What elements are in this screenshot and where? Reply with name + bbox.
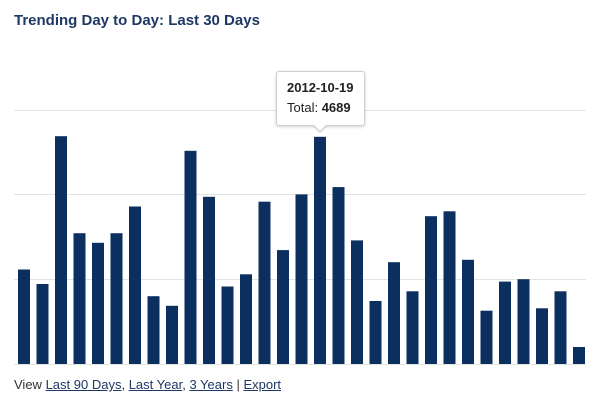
bar[interactable] bbox=[55, 136, 67, 364]
bar[interactable] bbox=[536, 308, 548, 364]
bar[interactable] bbox=[277, 250, 289, 364]
footer-nav: View Last 90 Days, Last Year, 3 Years | … bbox=[14, 377, 281, 392]
bar[interactable] bbox=[388, 262, 400, 364]
bar[interactable] bbox=[203, 196, 215, 364]
bar[interactable] bbox=[240, 274, 252, 364]
comma-separator: , bbox=[121, 377, 126, 392]
bar[interactable] bbox=[110, 233, 123, 364]
link-last-90-days[interactable]: Last 90 Days bbox=[45, 377, 122, 392]
bar[interactable] bbox=[425, 216, 437, 364]
pipe-separator: | bbox=[236, 377, 240, 392]
link-3-years[interactable]: 3 Years bbox=[189, 377, 233, 392]
bar[interactable] bbox=[406, 291, 419, 364]
bar[interactable] bbox=[462, 259, 474, 364]
comma-separator: , bbox=[182, 377, 186, 392]
bar[interactable] bbox=[554, 291, 567, 364]
bar[interactable] bbox=[369, 301, 382, 364]
bars bbox=[18, 136, 585, 364]
bar[interactable] bbox=[295, 194, 308, 364]
bar[interactable] bbox=[184, 150, 197, 364]
chart-title: Trending Day to Day: Last 30 Days bbox=[14, 12, 260, 29]
tooltip-pointer bbox=[312, 124, 328, 133]
bar[interactable] bbox=[166, 305, 178, 364]
bar[interactable] bbox=[258, 201, 271, 364]
view-label: View bbox=[14, 377, 42, 392]
bar[interactable] bbox=[314, 136, 326, 364]
bar[interactable] bbox=[18, 269, 30, 365]
bar[interactable] bbox=[92, 242, 104, 364]
tooltip-date: 2012-10-19 bbox=[287, 80, 354, 95]
bar[interactable] bbox=[499, 281, 511, 364]
bar[interactable] bbox=[332, 187, 345, 364]
bar[interactable] bbox=[443, 211, 456, 364]
tooltip-total-value: 4689 bbox=[321, 100, 351, 115]
bar[interactable] bbox=[573, 347, 585, 364]
bar[interactable] bbox=[517, 279, 530, 364]
bar[interactable] bbox=[147, 296, 160, 364]
bar[interactable] bbox=[351, 240, 363, 364]
bar[interactable] bbox=[480, 310, 493, 364]
link-export[interactable]: Export bbox=[243, 377, 282, 392]
bar[interactable] bbox=[73, 233, 86, 364]
bar[interactable] bbox=[36, 284, 49, 364]
tooltip-total-label: Total: bbox=[287, 100, 319, 115]
bar[interactable] bbox=[221, 286, 234, 365]
bar[interactable] bbox=[129, 206, 141, 365]
link-last-year[interactable]: Last Year bbox=[128, 377, 183, 392]
bar-chart bbox=[14, 110, 586, 365]
bar-tooltip: 2012-10-19 Total: 4689 bbox=[276, 71, 365, 126]
